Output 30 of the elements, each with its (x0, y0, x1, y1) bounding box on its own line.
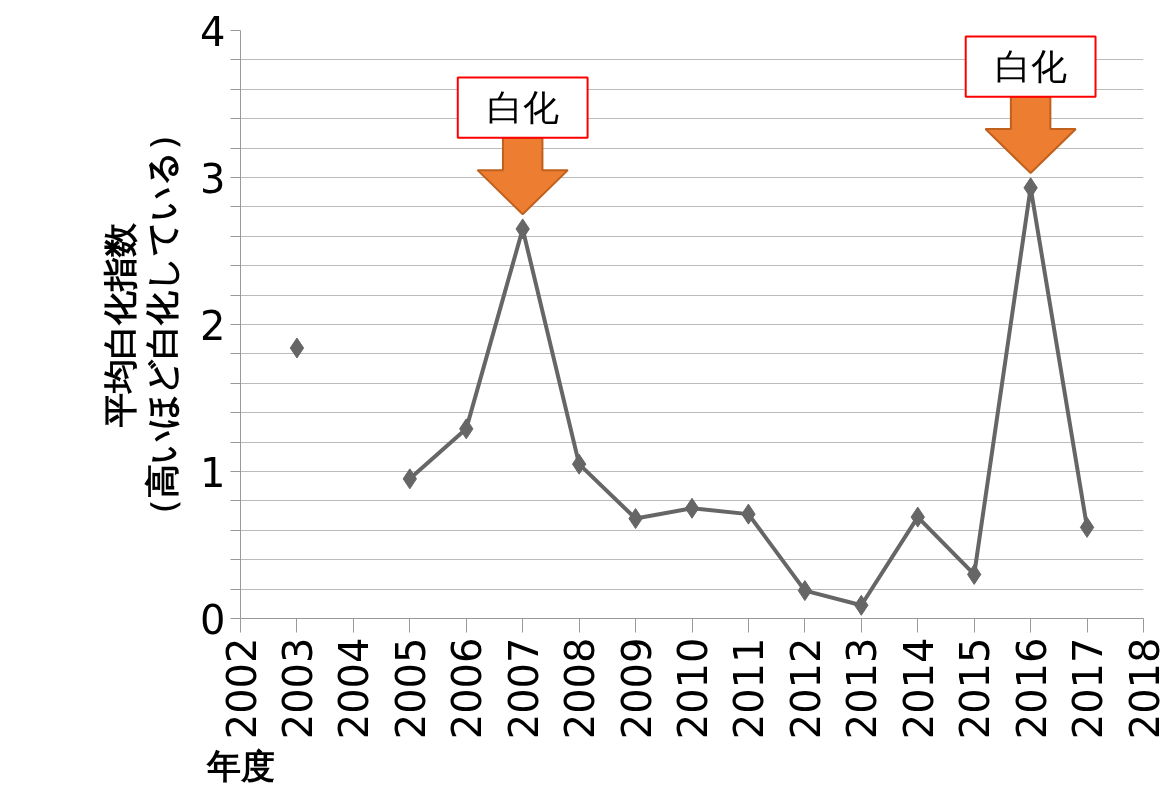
x-tick-label: 2004 (331, 637, 378, 740)
y-tick-label: 4 (200, 8, 226, 55)
x-axis-title: 年度 (205, 746, 275, 787)
x-tick-label: 2011 (726, 637, 773, 740)
x-tick-label: 2009 (613, 637, 660, 740)
x-tick-label: 2017 (1065, 637, 1112, 740)
annotation: 白化 (486, 87, 559, 129)
point (797, 580, 813, 602)
x-tick-label: 2010 (670, 637, 716, 740)
y-tick-label: 1 (200, 449, 226, 496)
point (684, 497, 700, 519)
text: （高いほど白化している） (142, 117, 183, 532)
x-tick-label: 2008 (557, 637, 604, 740)
x-tick-label: 2014 (895, 637, 942, 740)
y-tick-label: 2 (200, 302, 226, 349)
x-tick-label: 2005 (387, 637, 434, 740)
x-tick-label: 2006 (444, 637, 491, 740)
x-tick-label: 2018 (1121, 637, 1168, 740)
x-tick-label: 2013 (839, 637, 886, 740)
y-axis-title: 平均白化指数 (99, 221, 140, 428)
point (1079, 516, 1095, 538)
x-tick-label: 2015 (952, 637, 999, 740)
annotation: 白化 (994, 46, 1067, 88)
point (289, 337, 305, 359)
point (571, 453, 587, 475)
x-tick-label: 2003 (274, 637, 321, 740)
x-tick-label: 2012 (782, 637, 829, 740)
y-tick-label: 3 (200, 155, 226, 202)
x-tick-label: 2007 (500, 637, 547, 740)
x-tick-label: 2016 (1008, 637, 1055, 740)
